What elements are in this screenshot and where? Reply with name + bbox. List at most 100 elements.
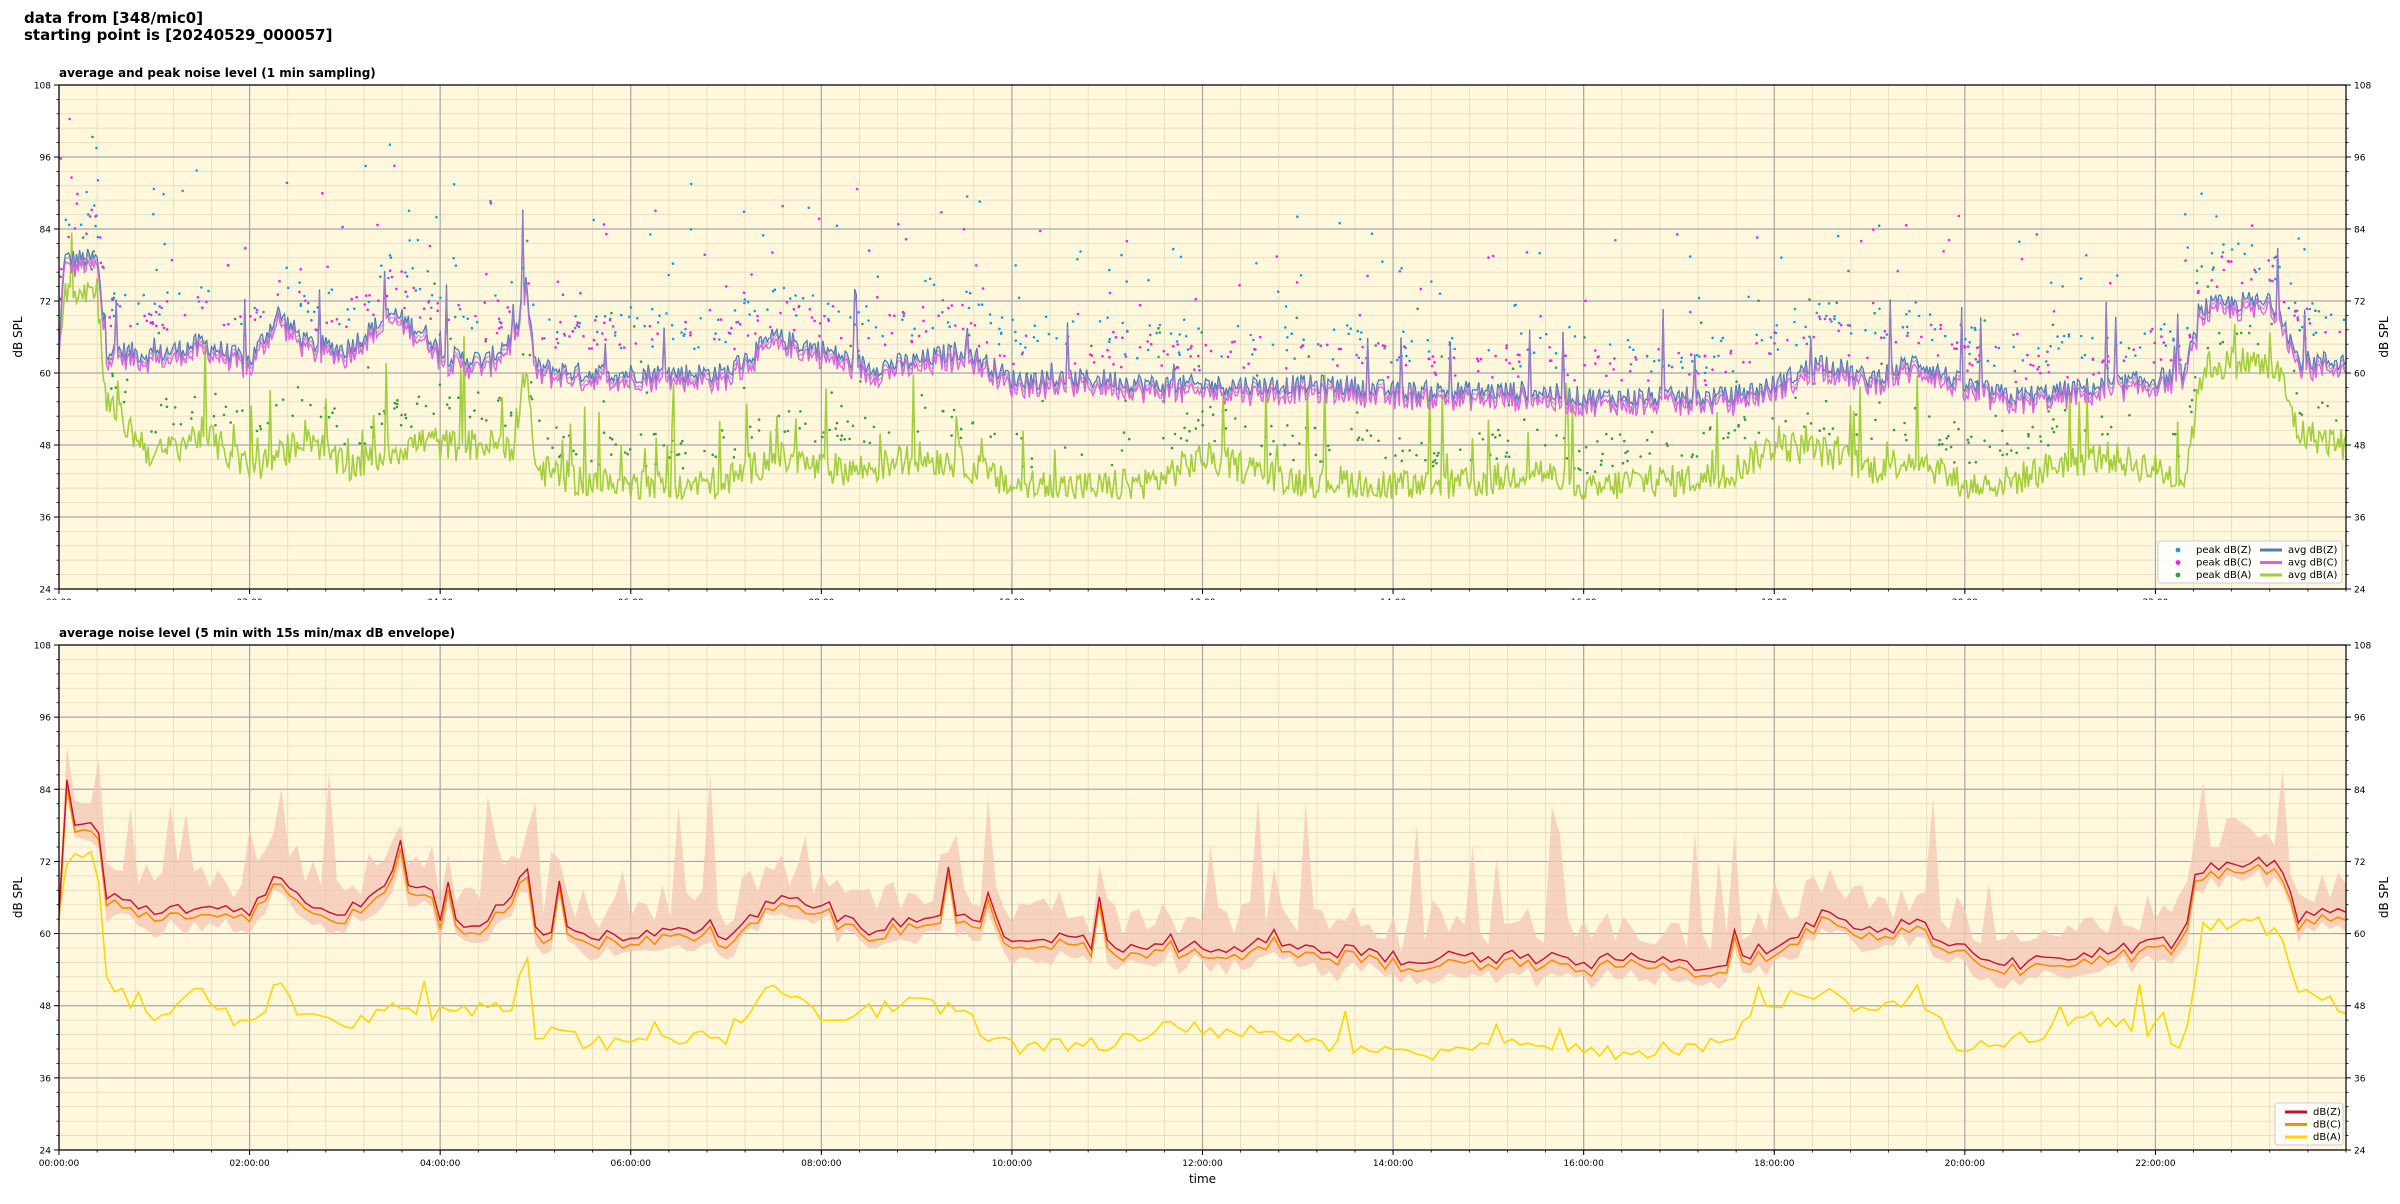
top-peak-c-point bbox=[727, 331, 731, 335]
top-peak-c-point bbox=[1828, 317, 1832, 321]
top-peak-c-point bbox=[1880, 336, 1883, 340]
top-peak-z-point bbox=[1667, 364, 1671, 367]
top-peak-a-point bbox=[804, 422, 807, 426]
top-ytick-label-left: 36 bbox=[40, 514, 52, 524]
top-peak-z-point bbox=[1123, 353, 1127, 356]
top-peak-z-point bbox=[1679, 360, 1683, 364]
top-peak-a-point bbox=[1197, 364, 1201, 368]
top-peak-c-point bbox=[1101, 355, 1104, 358]
top-peak-a-point bbox=[2190, 410, 2193, 414]
top-peak-c-point bbox=[1355, 353, 1358, 357]
top-peak-c-point bbox=[239, 315, 242, 318]
top-peak-z-point bbox=[1717, 354, 1720, 358]
top-peak-z-point bbox=[1316, 343, 1320, 346]
top-peak-z-point bbox=[2297, 237, 2300, 240]
top-peak-c-point bbox=[385, 294, 389, 298]
top-peak-a-point bbox=[275, 404, 278, 407]
top-peak-a-point bbox=[457, 396, 460, 400]
top-peak-z-point bbox=[773, 288, 777, 292]
top-peak-z-point bbox=[439, 296, 442, 300]
top-peak-c-point bbox=[1247, 362, 1250, 366]
top-peak-a-point bbox=[212, 414, 216, 418]
top-peak-a-point bbox=[433, 282, 436, 285]
top-ytick-label-right: 24 bbox=[2354, 586, 2366, 596]
top-peak-c-point bbox=[94, 215, 97, 218]
top-peak-a-point bbox=[1041, 399, 1044, 403]
top-ytick-label-right: 96 bbox=[2354, 154, 2366, 164]
top-peak-a-point bbox=[122, 400, 126, 404]
top-peak-a-point bbox=[319, 415, 323, 419]
top-peak-c-point bbox=[1966, 345, 1970, 349]
top-peak-z-point bbox=[123, 293, 127, 297]
top-peak-a-point bbox=[1361, 438, 1364, 441]
top-peak-a-point bbox=[1794, 396, 1797, 400]
top-peak-a-point bbox=[872, 425, 876, 429]
top-peak-a-point bbox=[415, 402, 419, 406]
top-peak-z-point bbox=[1906, 331, 1910, 335]
top-ytick-label-left: 60 bbox=[40, 370, 52, 380]
top-peak-c-point bbox=[1038, 229, 1042, 233]
top-peak-c-point bbox=[1114, 335, 1118, 339]
top-peak-c-point bbox=[588, 347, 591, 350]
top-peak-z-point bbox=[2311, 302, 2314, 305]
top-peak-c-point bbox=[412, 286, 416, 290]
top-peak-z-point bbox=[470, 326, 474, 330]
top-peak-z-point bbox=[2289, 282, 2293, 285]
top-peak-c-point bbox=[145, 319, 149, 323]
top-peak-c-point bbox=[1670, 365, 1674, 369]
top-peak-c-point bbox=[961, 303, 964, 307]
top-peak-c-point bbox=[253, 318, 257, 322]
top-peak-z-point bbox=[2116, 274, 2119, 277]
top-peak-z-point bbox=[1976, 360, 1979, 364]
top-legend: peak dB(Z) peak dB(C)peak dB(A) avg dB(Z) a… bbox=[2157, 540, 2343, 584]
top-peak-c-point bbox=[1848, 324, 1852, 327]
top-peak-z-point bbox=[1931, 338, 1934, 342]
top-peak-z-point bbox=[689, 182, 693, 186]
top-peak-c-point bbox=[90, 208, 94, 212]
top-peak-z-point bbox=[93, 204, 96, 207]
top-peak-c-point bbox=[1839, 323, 1843, 327]
top-peak-a-point bbox=[222, 413, 226, 417]
top-peak-z-point bbox=[689, 228, 693, 231]
top-peak-z-point bbox=[1079, 250, 1082, 253]
top-peak-a-point bbox=[1818, 429, 1821, 433]
top-peak-z-point bbox=[388, 253, 392, 257]
top-peak-z-point bbox=[1878, 307, 1881, 311]
bottom-xtick-label: 12:00:00 bbox=[1182, 1159, 1223, 1169]
top-peak-c-point bbox=[2222, 268, 2226, 272]
top-peak-z-point bbox=[801, 296, 805, 300]
top-legend-marker bbox=[2175, 560, 2181, 565]
top-peak-c-point bbox=[276, 293, 280, 296]
top-peak-a-point bbox=[1270, 424, 1273, 428]
top-peak-a-point bbox=[645, 391, 649, 394]
top-peak-c-point bbox=[656, 332, 659, 336]
top-peak-c-point bbox=[576, 321, 579, 324]
top-peak-z-point bbox=[1793, 307, 1797, 311]
top-peak-a-point bbox=[1994, 414, 1997, 418]
top-peak-c-point bbox=[2188, 335, 2192, 339]
top-peak-a-point bbox=[114, 386, 118, 389]
top-peak-a-point bbox=[2270, 322, 2273, 326]
top-peak-z-point bbox=[1450, 336, 1454, 340]
top-peak-c-point bbox=[756, 319, 759, 322]
top-peak-z-point bbox=[867, 319, 870, 322]
top-peak-z-point bbox=[155, 268, 158, 272]
top-peak-z-point bbox=[1345, 324, 1349, 327]
top-peak-z-point bbox=[347, 318, 351, 321]
top-peak-z-point bbox=[2012, 333, 2015, 337]
top-peak-c-point bbox=[393, 164, 396, 168]
top-peak-c-point bbox=[1872, 228, 1875, 231]
top-peak-a-point bbox=[504, 424, 507, 428]
top-peak-c-point bbox=[249, 314, 252, 318]
top-peak-z-point bbox=[1271, 343, 1275, 347]
top-peak-z-point bbox=[1652, 359, 1656, 363]
top-peak-c-point bbox=[779, 311, 782, 315]
top-peak-c-point bbox=[1491, 254, 1495, 258]
top-peak-z-point bbox=[2119, 341, 2123, 344]
top-peak-c-point bbox=[1968, 362, 1971, 365]
top-peak-a-point bbox=[530, 397, 534, 401]
bottom-ytick-label-left: 60 bbox=[40, 930, 52, 940]
top-peak-a-point bbox=[1491, 433, 1494, 436]
top-peak-a-point bbox=[2235, 332, 2239, 336]
top-peak-c-point bbox=[2226, 260, 2230, 263]
